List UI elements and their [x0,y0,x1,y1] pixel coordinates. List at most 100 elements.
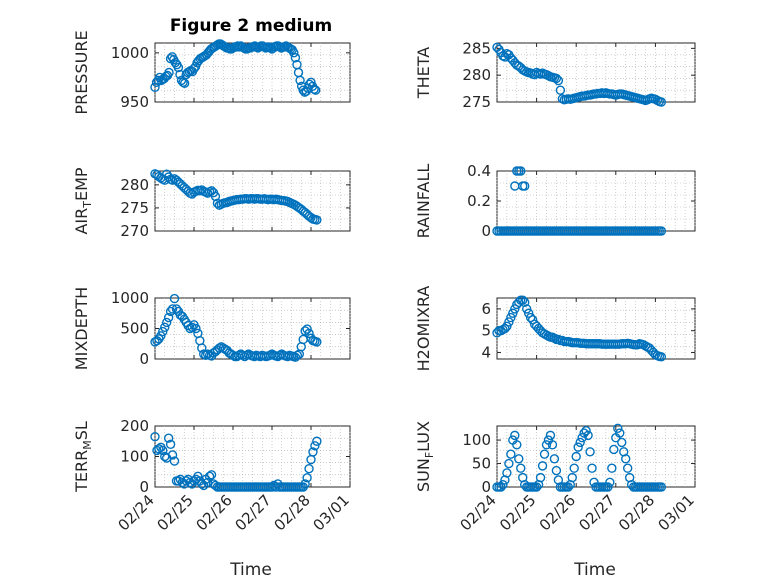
data-point [603,482,613,492]
data-point [279,42,290,52]
y-tick-label: 200 [120,417,149,435]
data-point [553,75,564,86]
data-point [300,479,310,489]
data-point [167,175,178,185]
y-tick-label: 100 [120,448,149,466]
y-tick-label: 50 [472,455,491,473]
data-point [170,57,180,68]
data-point [518,295,528,305]
data-point [167,450,178,460]
data-point [295,75,305,86]
y-axis-label: RAINFALL [414,164,433,239]
data-point [302,473,312,483]
data-point [563,482,573,492]
data-point [312,337,322,347]
data-point [516,166,526,176]
data-point [609,444,619,455]
data-point [200,51,210,61]
x-tick-label: 02/28 [615,491,658,534]
x-tick-label: 02/25 [154,491,197,534]
data-point [656,226,667,236]
data-point [615,428,625,438]
data-point [545,430,556,441]
y-tick-label: 0 [139,350,149,368]
data-point [523,308,534,318]
y-tick-label: 1000 [111,289,149,307]
y-axis-label: THETA [414,47,433,99]
data-point [187,322,197,332]
x-tick-label: 02/26 [193,491,236,534]
data-point [605,477,615,488]
data-point [549,454,560,464]
data-point [156,331,166,341]
data-point [571,451,581,462]
data-point [567,472,577,483]
subplot-2: 275 280 285 THETA [414,39,696,111]
data-point [232,41,243,51]
data-point [289,48,299,58]
data-point [656,482,667,492]
y-tick-label: 100 [462,431,491,449]
data-point [176,75,187,86]
data-point [607,463,617,473]
data-point [167,304,178,314]
data-point [158,445,168,456]
data-point [498,479,508,490]
data-point [310,441,320,451]
data-point [621,454,631,464]
data-point [516,463,526,473]
data-point [161,317,172,328]
data-point [204,471,215,482]
data-point [520,181,530,191]
data-point [158,326,168,337]
data-point [184,66,195,77]
y-tick-label: 6 [481,300,491,318]
data-point [502,468,512,478]
series-points [492,423,667,492]
data-point [525,312,536,323]
x-tick-label: 02/26 [536,491,579,534]
data-point [304,328,314,339]
data-point [506,312,516,323]
data-point [496,482,506,492]
y-tick-label: 0.4 [467,162,491,180]
series-points [150,169,322,225]
y-tick-label: 5 [481,322,491,340]
data-point [547,440,558,450]
data-point [165,439,176,449]
y-tick-label: 275 [120,199,149,217]
x-tick-label: 02/25 [496,491,539,534]
data-point [622,463,633,473]
series-points [492,42,667,107]
data-point [575,437,585,448]
series-points [150,39,321,97]
y-axis-label: SUNFLUX [414,421,436,492]
y-tick-label: 500 [120,320,149,338]
subplot-3: 270 275 280 AIRTEMP [72,167,351,240]
data-point [585,447,595,457]
x-tick-label: 02/27 [232,491,275,534]
series-points [150,293,322,362]
data-point [179,78,190,89]
series-points [492,166,667,236]
data-point [163,312,174,323]
data-point [502,321,512,332]
data-point [312,215,322,225]
data-point [573,442,583,452]
data-point [159,73,170,84]
data-point [504,317,514,327]
data-point [569,463,579,473]
data-point [537,461,548,471]
y-tick-label: 280 [120,176,149,194]
data-point [309,84,319,94]
data-point [539,449,550,459]
y-axis-label: MIXDEPTH [72,287,91,370]
data-point [541,440,552,450]
data-point [178,77,188,88]
data-point [551,465,562,476]
x-tick-label: 02/28 [271,491,314,534]
